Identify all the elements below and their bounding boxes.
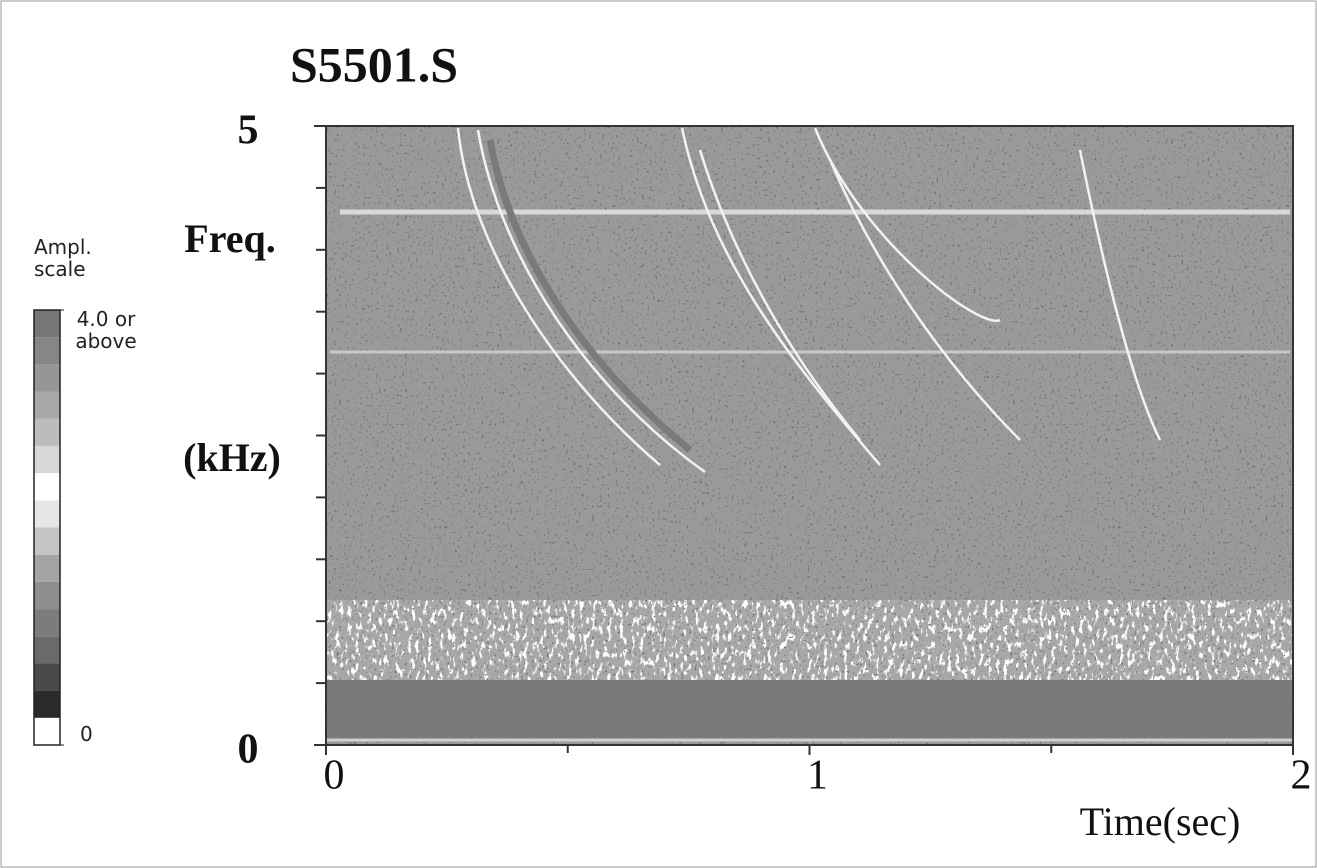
y-axis-label: Freq. bbox=[184, 216, 275, 261]
colorbar-step bbox=[34, 636, 60, 664]
colorbar-tick-label: 4.0 or above bbox=[75, 307, 137, 353]
colorbar-step bbox=[34, 418, 60, 446]
x-tick-label: 0 bbox=[324, 753, 345, 799]
colorbar-step bbox=[34, 445, 60, 474]
spectrogram bbox=[326, 126, 1293, 745]
colorbar-step bbox=[34, 391, 60, 419]
colorbar-step bbox=[34, 473, 60, 501]
colorbar-step bbox=[34, 690, 60, 718]
x-tick-label: 1 bbox=[807, 753, 828, 799]
y-axis-label: (kHz) bbox=[183, 435, 281, 480]
colorbar-tick-label: 0 bbox=[80, 722, 93, 746]
colorbar-step bbox=[34, 364, 60, 392]
colorbar-step bbox=[34, 527, 60, 555]
colorbar-step bbox=[34, 500, 60, 528]
colorbar-step bbox=[34, 717, 60, 745]
y-tick-label: 0 bbox=[238, 727, 259, 773]
x-axis-label: Time(sec) bbox=[1080, 799, 1241, 844]
x-tick-label: 2 bbox=[1291, 753, 1312, 799]
colorbar-border bbox=[33, 309, 61, 746]
chart-title: S5501.S bbox=[290, 36, 458, 92]
colorbar-step bbox=[34, 581, 60, 610]
colorbar-title: Ampl. scale bbox=[34, 235, 92, 281]
colorbar-step bbox=[34, 310, 60, 338]
colorbar-step bbox=[34, 337, 60, 365]
colorbar-step bbox=[34, 663, 60, 691]
colorbar-step bbox=[34, 554, 60, 582]
colorbar-step bbox=[34, 609, 60, 637]
y-tick-label: 5 bbox=[238, 108, 259, 154]
